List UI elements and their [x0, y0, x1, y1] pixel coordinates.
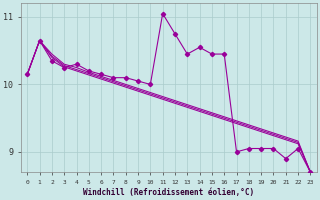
- X-axis label: Windchill (Refroidissement éolien,°C): Windchill (Refroidissement éolien,°C): [83, 188, 254, 197]
